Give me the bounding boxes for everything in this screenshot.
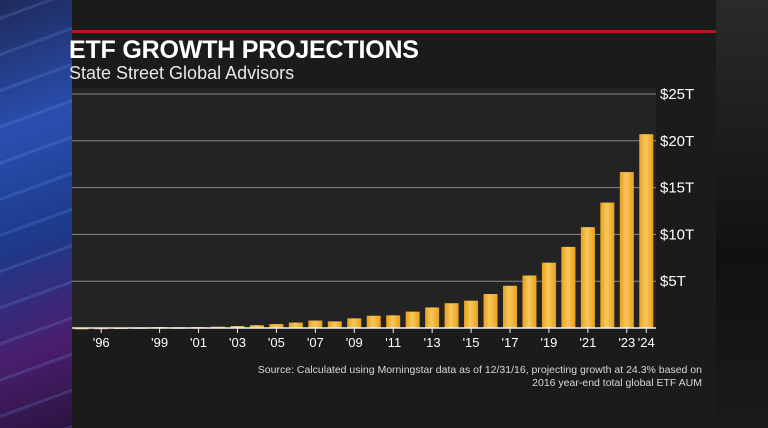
- bar: [405, 311, 420, 328]
- bar: [230, 326, 245, 328]
- x-tick-label: '99: [151, 335, 168, 350]
- x-tick-label: '15: [463, 335, 480, 350]
- accent-red-line: [72, 30, 716, 33]
- y-tick-label: $5T: [660, 273, 686, 290]
- x-tick-label: '11: [385, 335, 401, 350]
- y-tick-label: $10T: [660, 226, 694, 243]
- bar: [483, 294, 498, 328]
- plot-background: [72, 88, 656, 328]
- x-tick-label: '09: [346, 335, 363, 350]
- x-tick-label: '19: [540, 335, 557, 350]
- bar: [522, 275, 537, 328]
- bar: [639, 134, 654, 328]
- y-tick-label: $25T: [660, 88, 694, 103]
- x-tick-label: '21: [579, 335, 596, 350]
- x-tick-label: '03: [229, 335, 246, 350]
- x-tick-label: '07: [307, 335, 324, 350]
- chart-title: ETF GROWTH PROJECTIONS: [69, 36, 419, 64]
- bar: [464, 300, 479, 328]
- x-tick-label: '05: [268, 335, 285, 350]
- x-tick-label: '23: [618, 335, 635, 350]
- bar: [444, 303, 459, 328]
- x-tick-label: '96: [93, 335, 110, 350]
- bar-chart: $5T $10T $15T $20T $25T '96 '99 '01 '03 '05 '07 '09…: [72, 88, 694, 350]
- x-tick-label: '01: [190, 335, 207, 350]
- x-tick-label: '24: [638, 335, 655, 350]
- y-tick-label: $20T: [660, 133, 694, 150]
- bar: [308, 320, 323, 328]
- background-right: [716, 0, 768, 428]
- bar: [561, 246, 576, 328]
- bar: [502, 285, 518, 328]
- bar: [288, 322, 303, 328]
- bar: [541, 262, 556, 328]
- bar: [425, 307, 440, 328]
- bar: [347, 318, 362, 328]
- bar: [600, 202, 615, 328]
- bar: [580, 227, 595, 328]
- source-note: Source: Calculated using Morningstar dat…: [257, 364, 702, 389]
- bar: [249, 325, 264, 328]
- bar: [269, 324, 284, 328]
- top-strip: [72, 0, 716, 30]
- chart-subtitle: State Street Global Advisors: [69, 63, 295, 83]
- bar: [366, 315, 381, 328]
- background-left: [0, 0, 72, 428]
- x-tick-label: '13: [424, 335, 441, 350]
- graphic-panel: ETF GROWTH PROJECTIONS State Street Glob…: [69, 0, 716, 428]
- bar: [619, 172, 634, 328]
- x-tick-label: '17: [502, 335, 519, 350]
- y-tick-label: $15T: [660, 180, 694, 197]
- bar: [386, 315, 401, 328]
- bar: [327, 321, 342, 328]
